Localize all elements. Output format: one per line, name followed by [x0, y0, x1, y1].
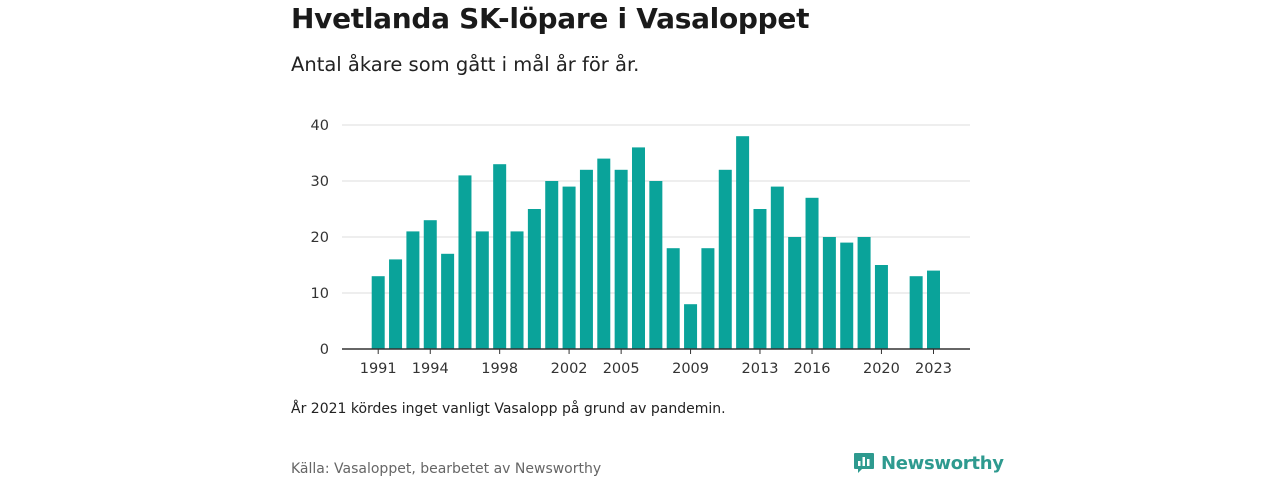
bars — [371, 136, 940, 349]
y-tick-label: 0 — [320, 342, 329, 358]
bar-1994 — [423, 220, 437, 349]
bar-1997 — [475, 231, 489, 349]
bar-2022 — [909, 276, 923, 349]
y-axis-ticks: 0 10 20 30 40 — [311, 118, 329, 358]
bar-2007 — [649, 181, 663, 349]
bar-2004 — [597, 158, 611, 349]
x-tick-label: 2013 — [742, 361, 779, 377]
bar-2010 — [701, 248, 715, 349]
x-tick-label: 1991 — [360, 361, 397, 377]
y-tick-label: 40 — [311, 118, 329, 134]
bar-2016 — [805, 197, 819, 349]
x-tick-label: 2023 — [915, 361, 952, 377]
bar-1996 — [458, 175, 472, 349]
bar-1995 — [441, 253, 455, 349]
x-axis-ticks: 1991 1994 1998 2002 2005 2009 2013 2016 2020 2023 — [360, 349, 952, 377]
x-tick-label: 2005 — [603, 361, 640, 377]
x-tick-label: 2020 — [863, 361, 900, 377]
bar-2013 — [753, 209, 767, 349]
bar-1993 — [406, 231, 420, 349]
chart-title: Hvetlanda SK-löpare i Vasaloppet — [291, 2, 810, 35]
y-tick-label: 20 — [311, 230, 329, 246]
bar-2002 — [562, 186, 576, 349]
bar-2023 — [927, 270, 940, 349]
x-tick-label: 2016 — [794, 361, 831, 377]
bar-2014 — [770, 186, 784, 349]
chart-subtitle: Antal åkare som gått i mål år för år. — [291, 53, 640, 76]
brand-name: Newsworthy — [881, 452, 1004, 474]
bar-1991 — [371, 276, 385, 349]
bar-2011 — [718, 169, 732, 349]
bar-1992 — [389, 259, 403, 349]
bar-1998 — [493, 164, 507, 349]
y-tick-label: 30 — [311, 174, 329, 190]
bar-2005 — [614, 169, 628, 349]
bar-2012 — [736, 136, 750, 349]
bar-2003 — [579, 169, 593, 349]
chart-bubble-icon — [854, 453, 874, 473]
source-text: Källa: Vasaloppet, bearbetet av Newswort… — [291, 461, 602, 477]
bar-2006 — [631, 147, 645, 349]
bar-2018 — [840, 242, 854, 349]
x-tick-label: 1994 — [412, 361, 449, 377]
bar-2008 — [666, 248, 680, 349]
y-tick-label: 10 — [311, 286, 329, 302]
brand-logo: Newsworthy — [853, 452, 1004, 474]
x-tick-label: 2002 — [551, 361, 588, 377]
x-tick-label: 2009 — [672, 361, 709, 377]
bar-2017 — [822, 237, 836, 349]
bar-2020 — [874, 265, 888, 349]
bar-1999 — [510, 231, 524, 349]
bar-2009 — [684, 304, 698, 349]
bar-2001 — [545, 181, 559, 349]
x-tick-label: 1998 — [481, 361, 518, 377]
bar-2019 — [857, 237, 871, 349]
bar-2015 — [788, 237, 802, 349]
bar-2000 — [527, 209, 541, 349]
chart-note: År 2021 kördes inget vanligt Vasalopp på… — [291, 401, 726, 417]
